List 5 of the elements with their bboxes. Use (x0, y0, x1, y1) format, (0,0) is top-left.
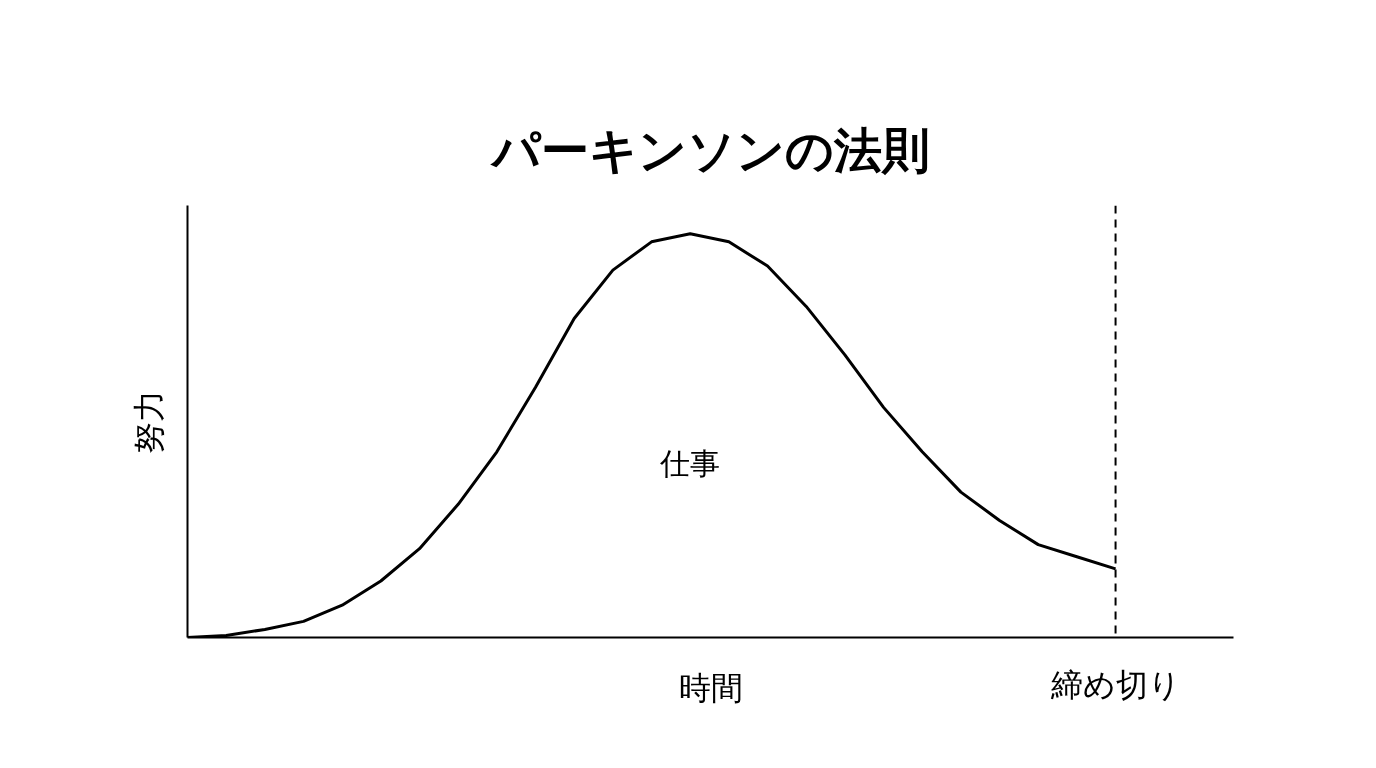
chart-title: パーキンソンの法則 (489, 122, 930, 178)
y-axis-title: 努力 (129, 389, 168, 454)
x-axis-title: 時間 (678, 668, 743, 707)
text: 締め切り (1049, 665, 1181, 704)
annotation: 仕事 (659, 446, 721, 482)
